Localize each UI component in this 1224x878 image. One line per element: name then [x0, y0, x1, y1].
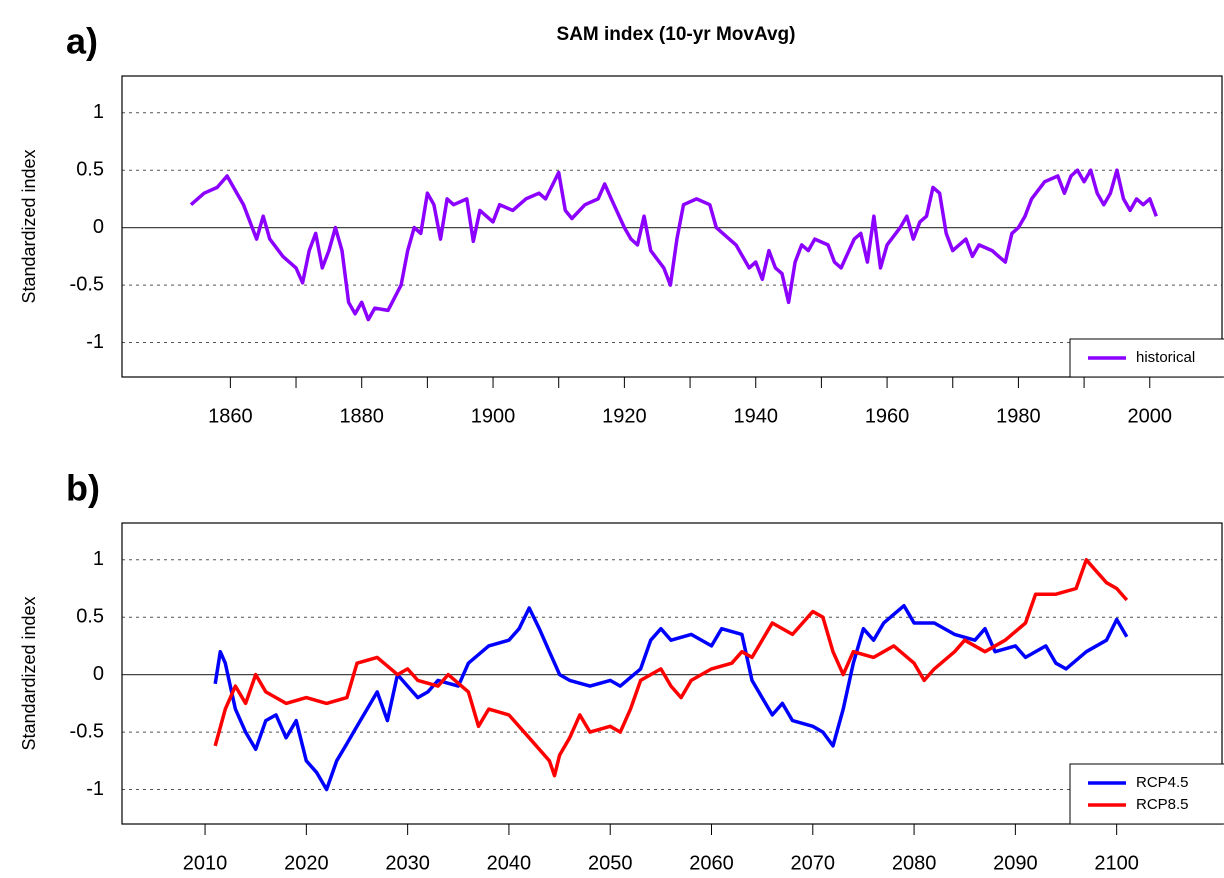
y-tick-label: -0.5 — [70, 720, 104, 742]
legend-box — [1069, 763, 1224, 825]
legend-label: RCP8.5 — [1136, 796, 1189, 813]
y-tick-label: 1 — [93, 101, 104, 123]
series-line — [213, 558, 1129, 778]
y-tick-label: 1 — [93, 548, 104, 570]
x-tick-label: 1880 — [339, 405, 384, 427]
x-tick-label: 1900 — [471, 405, 516, 427]
plot-frame — [121, 75, 1223, 378]
plot-frame — [121, 522, 1223, 825]
x-tick-label: 2060 — [689, 852, 734, 874]
y-tick-label: 0.5 — [76, 158, 104, 180]
y-tick-label: -1 — [86, 778, 104, 800]
y-tick-label: 0.5 — [76, 605, 104, 627]
x-tick-label: 2090 — [993, 852, 1038, 874]
x-tick-label: 2010 — [183, 852, 228, 874]
panel-label: a) — [66, 21, 98, 62]
panel-label: b) — [66, 468, 100, 509]
x-tick-label: 1920 — [602, 405, 647, 427]
y-tick-label: -0.5 — [70, 273, 104, 295]
x-tick-label: 1940 — [733, 405, 778, 427]
y-axis-label: Standardized index — [19, 149, 39, 303]
x-tick-label: 1960 — [865, 405, 910, 427]
legend-label: RCP4.5 — [1136, 774, 1189, 791]
chart-title: SAM index (10-yr MovAvg) — [557, 24, 796, 45]
x-tick-label: 2000 — [1128, 405, 1173, 427]
x-tick-label: 2050 — [588, 852, 633, 874]
x-tick-label: 2030 — [385, 852, 430, 874]
y-axis-label: Standardized index — [19, 596, 39, 750]
x-tick-label: 2040 — [487, 852, 532, 874]
x-tick-label: 1860 — [208, 405, 253, 427]
x-tick-label: 2020 — [284, 852, 329, 874]
x-tick-label: 2070 — [791, 852, 836, 874]
x-tick-label: 1980 — [996, 405, 1041, 427]
y-tick-label: 0 — [93, 663, 104, 685]
legend-label: historical — [1136, 349, 1195, 366]
series-line — [189, 168, 1158, 322]
series-line — [213, 603, 1129, 792]
y-tick-label: -1 — [86, 331, 104, 353]
x-tick-label: 2100 — [1094, 852, 1139, 874]
y-tick-label: 0 — [93, 216, 104, 238]
x-tick-label: 2080 — [892, 852, 937, 874]
